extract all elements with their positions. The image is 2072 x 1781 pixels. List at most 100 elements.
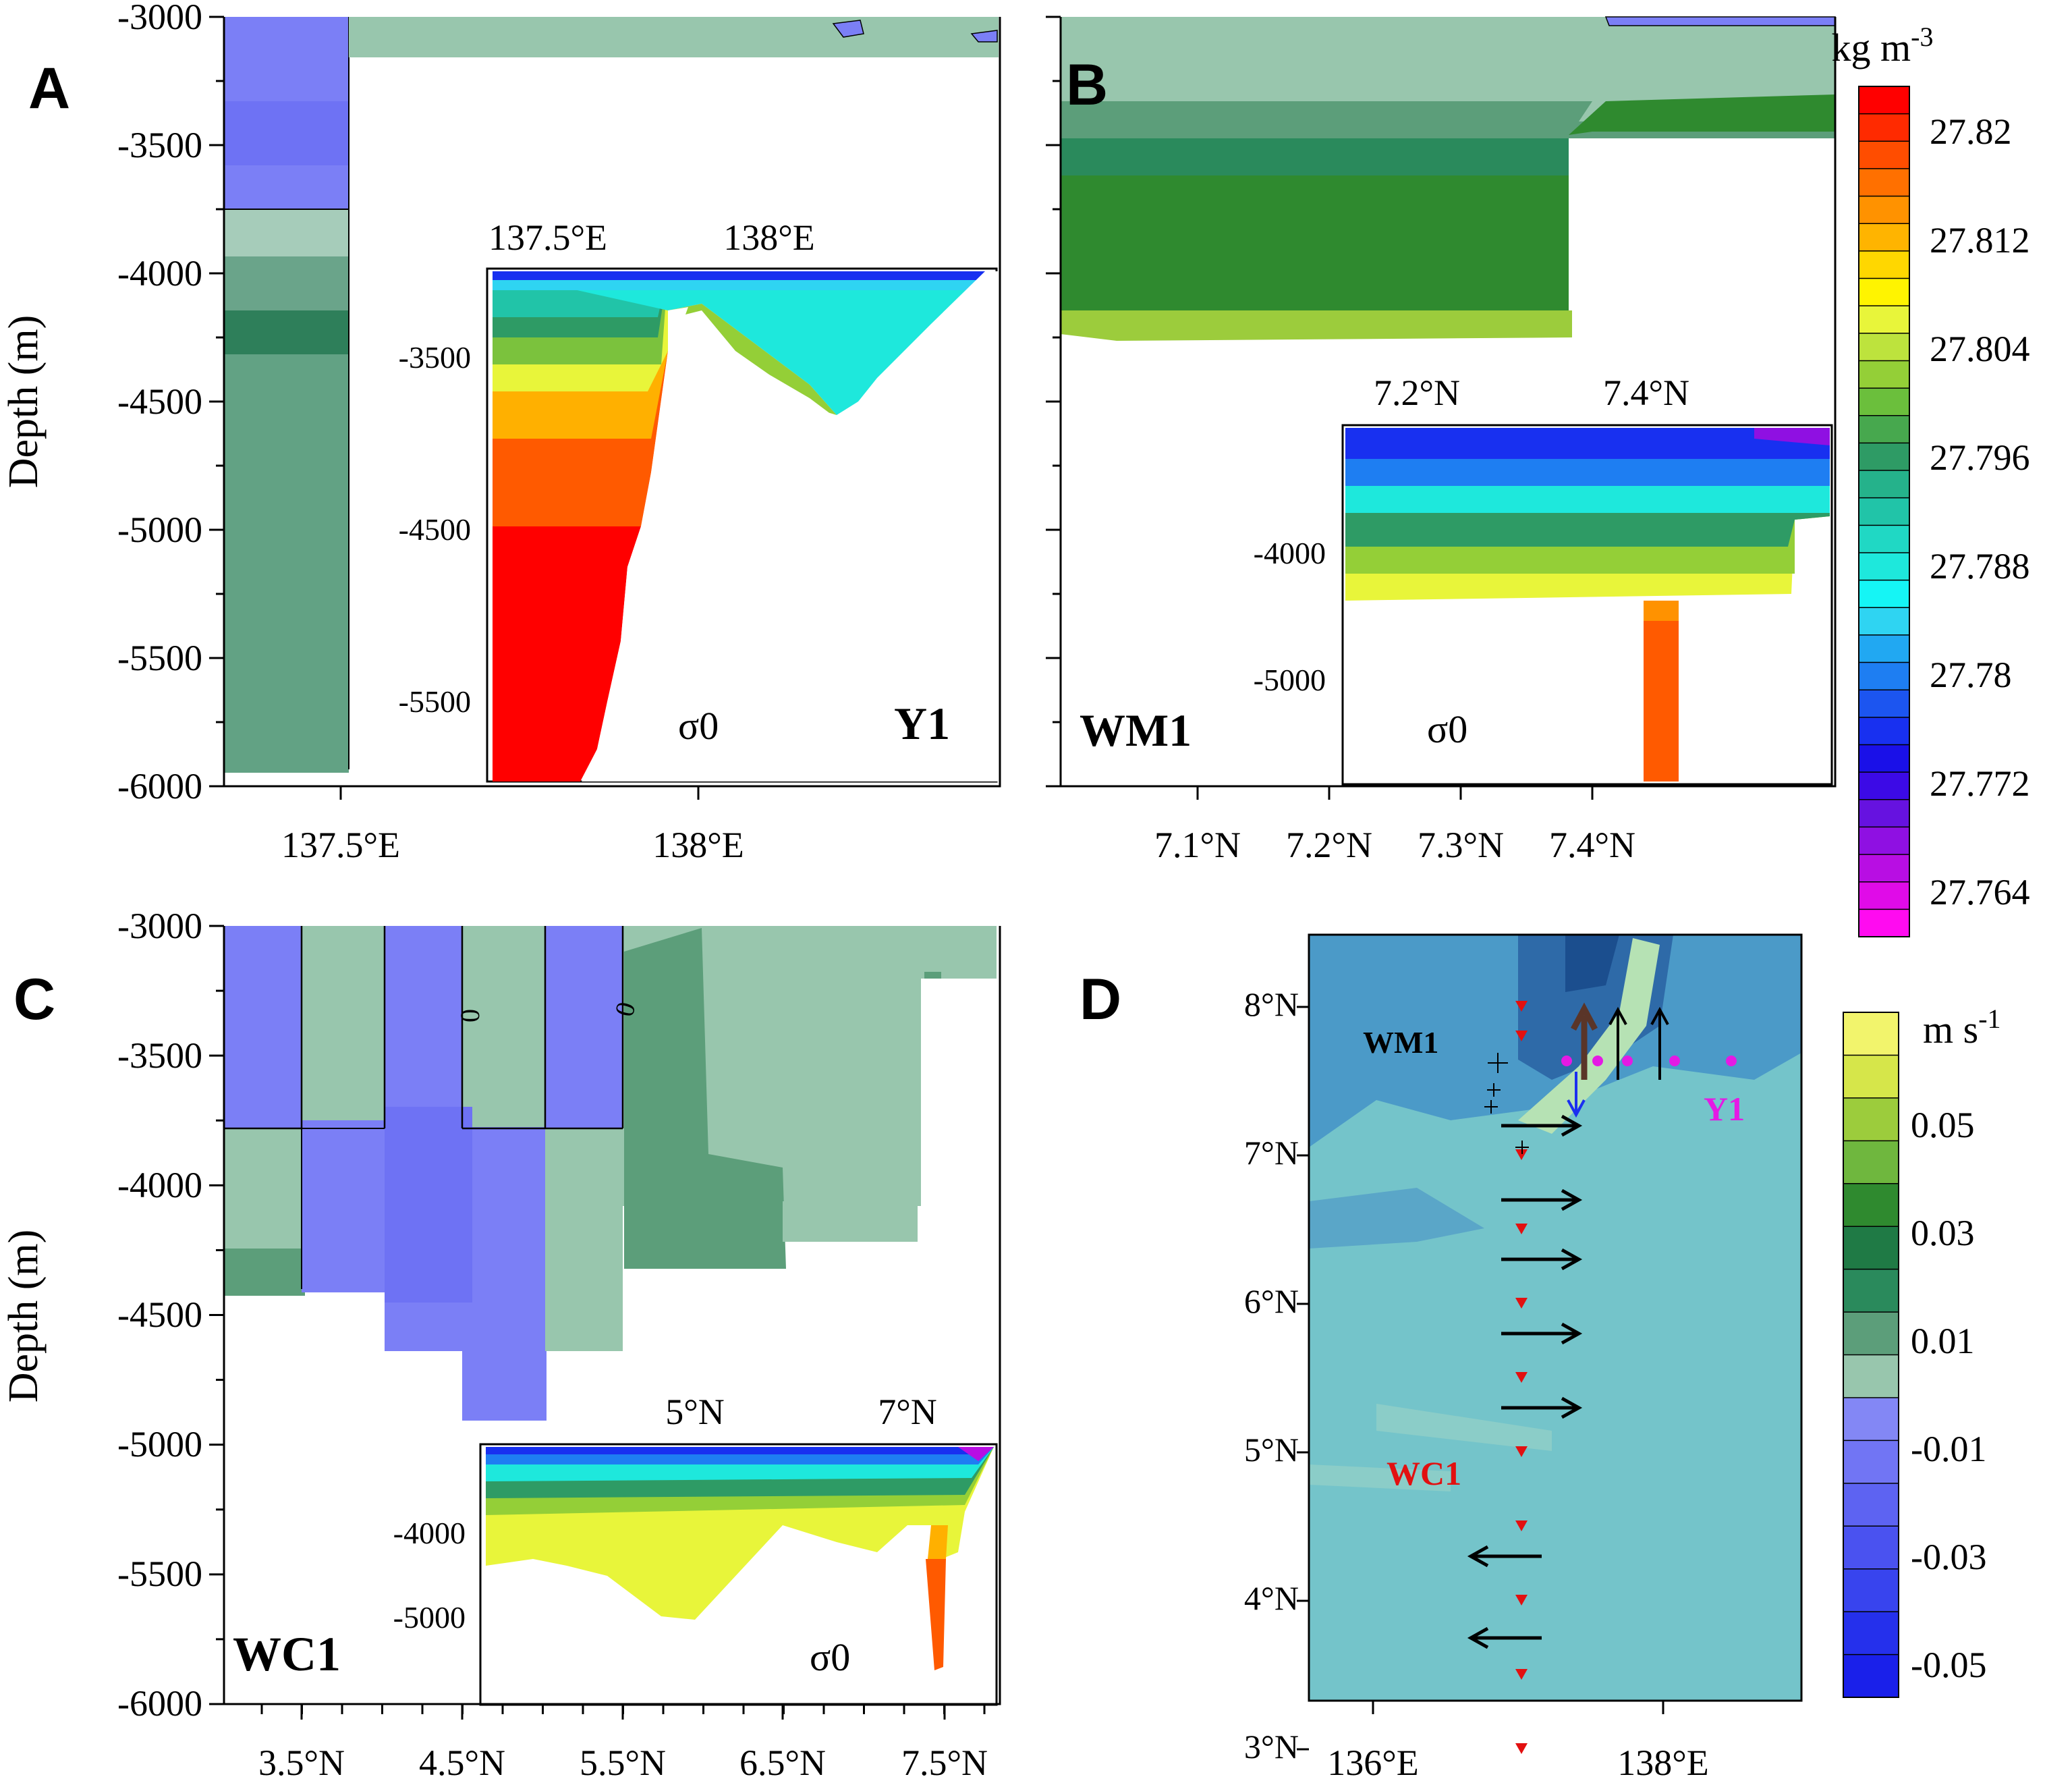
velocity-arrowhead	[1561, 1188, 1583, 1211]
c-inset-sigma: σ0	[810, 1635, 850, 1679]
c-y-tick: -3500	[117, 1035, 202, 1076]
cb1-unit: kg m-3	[1832, 22, 1934, 70]
colorbar-density-swatch	[1859, 250, 1909, 279]
a-station-label: Y1	[894, 698, 950, 749]
c-y-tick: -4000	[117, 1165, 202, 1205]
colorbar-density-swatch	[1859, 360, 1909, 389]
colorbar-velocity-swatch	[1843, 1612, 1899, 1655]
a-y-tick: -5500	[117, 638, 202, 678]
mooring-triangle	[1515, 1446, 1528, 1457]
d-y-tick: 5°N	[1244, 1431, 1299, 1469]
colorbar-velocity-swatch	[1843, 1354, 1899, 1398]
a-y-ticks: -3000 -3500 -4000 -4500 -5000 -5500 -600…	[117, 0, 202, 806]
mooring-triangle	[1515, 1743, 1528, 1754]
a-inset-x-tick: 137.5°E	[488, 217, 607, 258]
b-inset-x-tick: 7.2°N	[1374, 373, 1460, 413]
colorbar-density-swatch	[1859, 634, 1909, 663]
colorbar-density-swatch	[1859, 415, 1909, 443]
c-y-tick: -3000	[117, 906, 202, 946]
colorbar-density-swatch	[1859, 690, 1909, 718]
colorbar-density: kg m-3 27.82 27.812 27.804 27.796 27.788 27.7…	[1832, 22, 2030, 937]
colorbar-density-label: 27.78	[1930, 655, 2012, 695]
panel-label-b: B	[1066, 53, 1108, 117]
colorbar-density-swatch	[1859, 278, 1909, 306]
colorbar-density-swatch	[1859, 113, 1909, 142]
colorbar-density-swatch	[1859, 470, 1909, 499]
panel-c: 0 0	[223, 926, 1001, 1706]
d-y-tick: 6°N	[1244, 1282, 1299, 1320]
colorbar-velocity-swatch	[1843, 1269, 1899, 1313]
colorbar-velocity-swatch	[1843, 1526, 1899, 1570]
colorbar-density-swatch	[1859, 799, 1909, 827]
colorbar-velocity: m s-1 0.05 0.03 0.01 -0.01 -0.03 -0.05	[1843, 1004, 2001, 1698]
y1-label: Y1	[1704, 1090, 1745, 1128]
c-y-ticks: -3000 -3500 -4000 -4500 -5000 -5500 -600…	[117, 906, 202, 1724]
colorbar-density-swatch	[1859, 717, 1909, 745]
d-y-tick: 7°N	[1244, 1134, 1299, 1172]
d-x-tick: 136°E	[1327, 1743, 1419, 1781]
mooring-triangle	[1515, 1031, 1528, 1041]
c-x-ticks: 3.5°N 4.5°N 5.5°N 6.5°N 7.5°N	[258, 1743, 988, 1781]
velocity-arrowhead	[1561, 1396, 1583, 1419]
colorbar-density-swatch	[1859, 497, 1909, 526]
colorbar-density-swatch	[1859, 388, 1909, 416]
colorbar-velocity-swatch	[1843, 1440, 1899, 1484]
mooring-triangle	[1515, 1001, 1528, 1012]
a-inset-y-tick: -3500	[399, 340, 471, 375]
colorbar-velocity-label: -0.01	[1911, 1429, 1986, 1469]
colorbar-density-swatch	[1859, 662, 1909, 690]
b-x-tick: 7.3°N	[1418, 825, 1504, 865]
a-inset-x-tick: 138°E	[723, 217, 815, 258]
a-y-tick: -6000	[117, 766, 202, 806]
panel-label-c: C	[13, 967, 55, 1032]
y1-stations	[1561, 1002, 1737, 1118]
wc1-label: WC1	[1387, 1454, 1461, 1492]
colorbar-velocity-label: 0.03	[1911, 1213, 1975, 1253]
a-y-tick: -3500	[117, 125, 202, 165]
velocity-arrows	[1467, 1114, 1583, 1649]
axis-ticks	[209, 16, 1664, 1751]
d-y-tick: 3°N	[1244, 1728, 1299, 1765]
colorbar-density-label: 27.804	[1930, 329, 2030, 369]
a-y-tick: -5000	[117, 510, 202, 550]
mooring-triangle	[1515, 1669, 1528, 1680]
colorbar-velocity-swatch	[1843, 1483, 1899, 1527]
colorbar-density-swatch	[1859, 552, 1909, 581]
c-inset-y-tick: -5000	[393, 1600, 466, 1635]
colorbar-velocity-swatch	[1843, 1055, 1899, 1099]
contour-label-0a: 0	[455, 1009, 485, 1022]
colorbar-density-label: 27.788	[1930, 546, 2030, 586]
a-inset-y-tick: -4500	[399, 512, 471, 547]
panel-label-a: A	[28, 56, 70, 121]
colorbar-velocity-swatch	[1843, 1097, 1899, 1141]
colorbar-density-swatch	[1859, 744, 1909, 773]
a-x-ticks: 137.5°E 138°E	[281, 825, 744, 865]
mooring-triangle	[1515, 1224, 1528, 1234]
colorbar-velocity-label: -0.05	[1911, 1645, 1986, 1685]
cb1-unit-main: kg m	[1832, 26, 1911, 70]
c-y-tick: -5000	[117, 1424, 202, 1464]
b-inset-x-tick: 7.4°N	[1603, 373, 1689, 413]
wm1-label: WM1	[1363, 1025, 1438, 1060]
b-x-ticks: 7.1°N 7.2°N 7.3°N 7.4°N	[1154, 825, 1635, 865]
b-inset-x-ticks: 7.2°N 7.4°N	[1374, 373, 1689, 413]
colorbar-density-swatch	[1859, 306, 1909, 334]
mooring-triangle	[1515, 1520, 1528, 1531]
colorbar-velocity-swatch	[1843, 1568, 1899, 1612]
colorbar-density-swatch	[1859, 141, 1909, 169]
d-y-tick: 8°N	[1244, 985, 1299, 1023]
velocity-arrowhead	[1467, 1626, 1489, 1649]
b-x-tick: 7.1°N	[1154, 825, 1241, 865]
cb2-unit: m s-1	[1923, 1004, 2001, 1051]
panel-label-d: D	[1080, 967, 1121, 1032]
cb1-unit-exp: -3	[1911, 22, 1933, 52]
colorbar-density-swatch	[1859, 772, 1909, 800]
mooring-triangle	[1515, 1149, 1528, 1160]
colorbar-velocity-swatch	[1843, 1654, 1899, 1698]
c-inset-x-ticks: 5°N 7°N	[665, 1392, 937, 1432]
d-y-tick: 4°N	[1244, 1579, 1299, 1617]
b-station-label: WM1	[1080, 705, 1192, 756]
colorbar-velocity-swatch	[1843, 1312, 1899, 1355]
colorbar-density-label: 27.82	[1930, 111, 2012, 152]
colorbar-density-swatch	[1859, 333, 1909, 361]
